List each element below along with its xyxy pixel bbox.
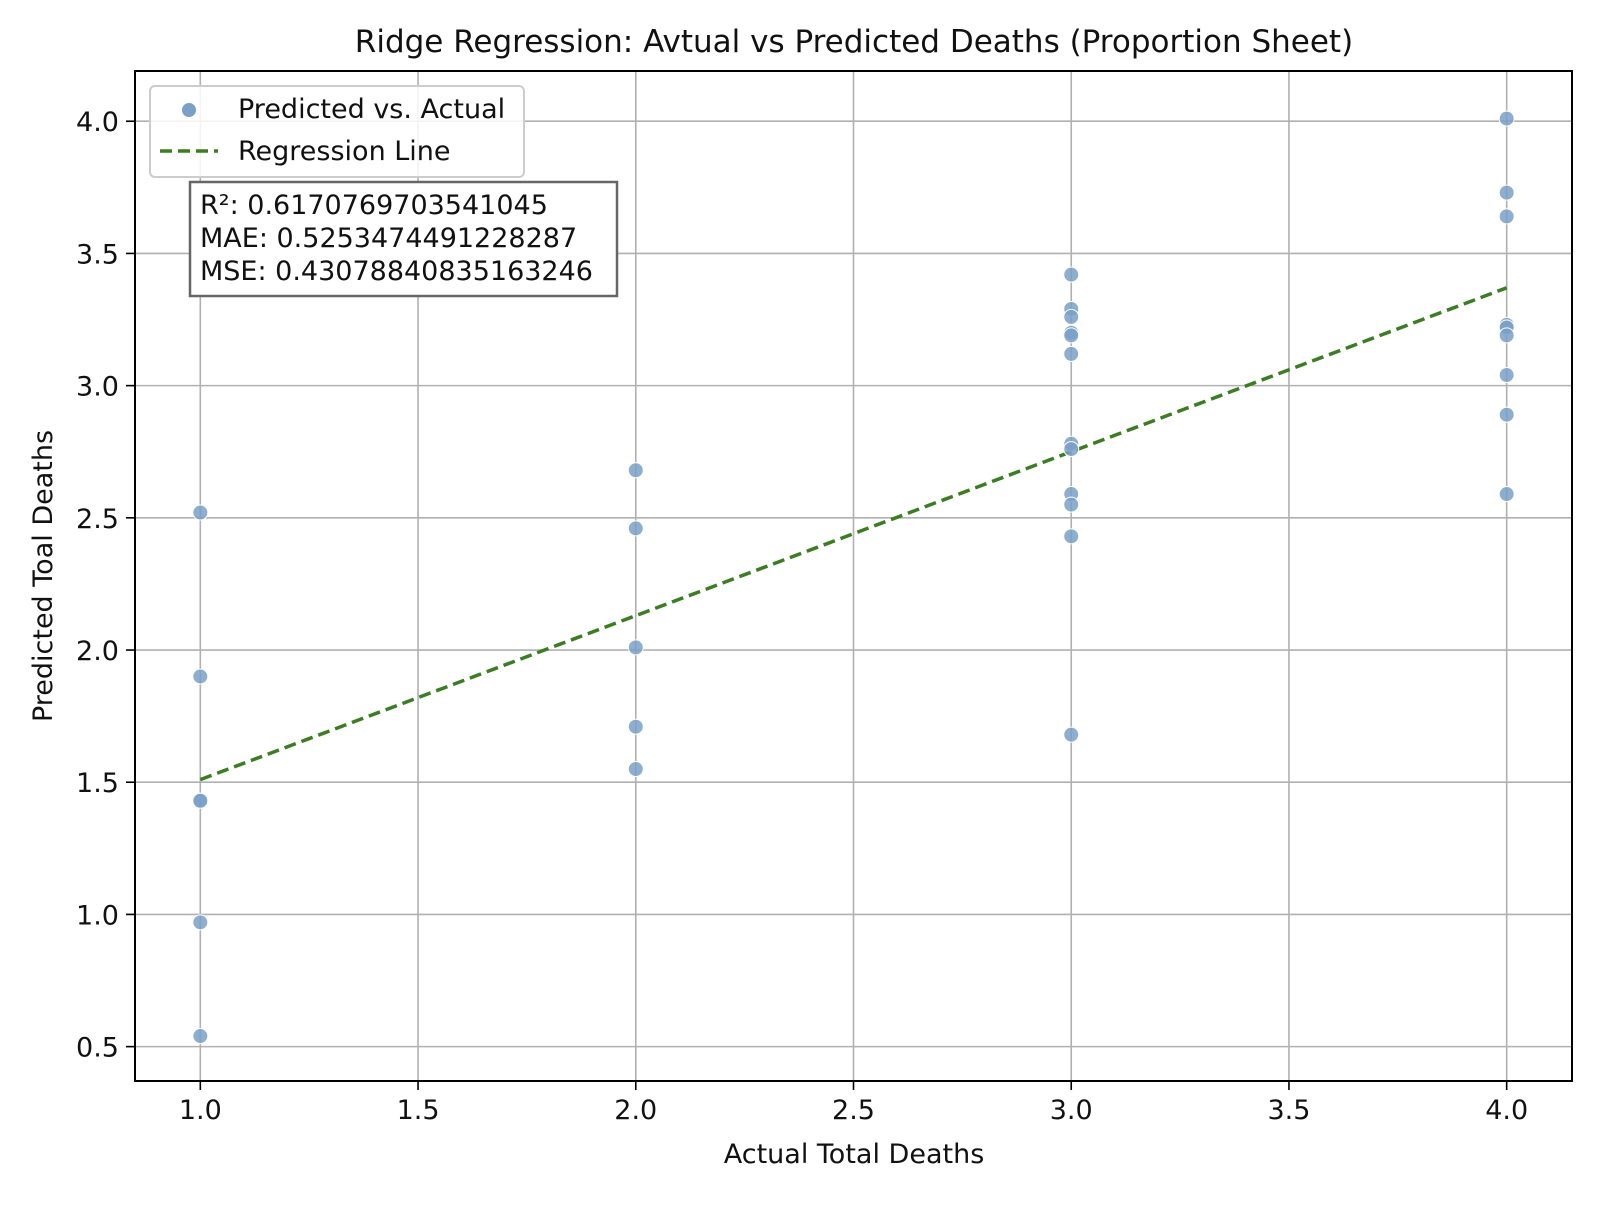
stats-box-frame (188, 180, 619, 298)
x-tick-label: 1.0 (179, 1095, 222, 1126)
legend: Predicted vs. Actual Regression Line (149, 85, 525, 178)
scatter-point (1063, 327, 1080, 344)
scatter-point (627, 639, 644, 656)
scatter-point (1063, 528, 1080, 545)
y-tick-label: 0.5 (76, 1033, 119, 1064)
legend-point-marker (181, 102, 197, 118)
x-tick-label: 2.0 (614, 1095, 657, 1126)
y-tick-label: 3.0 (76, 372, 119, 403)
stats-r2: R²: 0.6170769703541045 (200, 190, 548, 221)
scatter-point (1498, 327, 1515, 344)
x-tick-label: 4.0 (1485, 1095, 1528, 1126)
stats-mse: MSE: 0.43078840835163246 (200, 256, 593, 287)
stats-box: R²: 0.6170769703541045 MAE: 0.5253474491… (188, 180, 619, 298)
scatter-point (1063, 266, 1080, 283)
scatter-point (1063, 345, 1080, 362)
scatter-point (1063, 496, 1080, 513)
y-tick-label: 2.5 (76, 504, 119, 535)
scatter-point (1063, 441, 1080, 458)
scatter-point (627, 462, 644, 479)
scatter-point (1498, 486, 1515, 503)
scatter-point (627, 761, 644, 778)
y-axis-label: Predicted Toal Deaths (28, 430, 59, 722)
scatter-points (192, 110, 1515, 1045)
y-tick-label: 3.5 (76, 239, 119, 270)
legend-box (149, 85, 525, 178)
legend-label-scatter: Predicted vs. Actual (238, 94, 505, 125)
scatter-point (192, 668, 209, 685)
regression-line-layer (199, 286, 1508, 782)
x-tick-label: 3.5 (1267, 1095, 1310, 1126)
y-tick-label: 1.5 (76, 768, 119, 799)
stats-mae: MAE: 0.5253474491228287 (200, 223, 577, 254)
scatter-point (1063, 308, 1080, 325)
grid-lines (135, 71, 1572, 1081)
scatter-point (1498, 110, 1515, 127)
x-tick-label: 3.0 (1050, 1095, 1093, 1126)
x-tick-label: 1.5 (397, 1095, 440, 1126)
x-tick-label: 2.5 (832, 1095, 875, 1126)
scatter-point (1063, 726, 1080, 743)
scatter-point (1498, 184, 1515, 201)
scatter-point (192, 792, 209, 809)
scatter-point (192, 1028, 209, 1045)
x-axis-ticks: 1.0 1.5 2.0 2.5 3.0 3.5 4.0 (179, 1081, 1528, 1126)
scatter-point (627, 520, 644, 537)
y-axis-ticks: 0.5 1.0 1.5 2.0 2.5 3.0 3.5 4.0 (76, 107, 135, 1064)
scatter-point (1498, 406, 1515, 423)
scatter-point (1498, 208, 1515, 225)
scatter-point (192, 504, 209, 521)
legend-label-line: Regression Line (238, 136, 451, 167)
scatter-point (192, 914, 209, 931)
y-tick-label: 1.0 (76, 900, 119, 931)
regression-line (199, 286, 1508, 782)
y-tick-label: 2.0 (76, 636, 119, 667)
scatter-point (1498, 367, 1515, 384)
scatter-point (627, 718, 644, 735)
y-tick-label: 4.0 (76, 107, 119, 138)
x-axis-label: Actual Total Deaths (724, 1139, 985, 1170)
chart-title: Ridge Regression: Avtual vs Predicted De… (355, 24, 1353, 60)
